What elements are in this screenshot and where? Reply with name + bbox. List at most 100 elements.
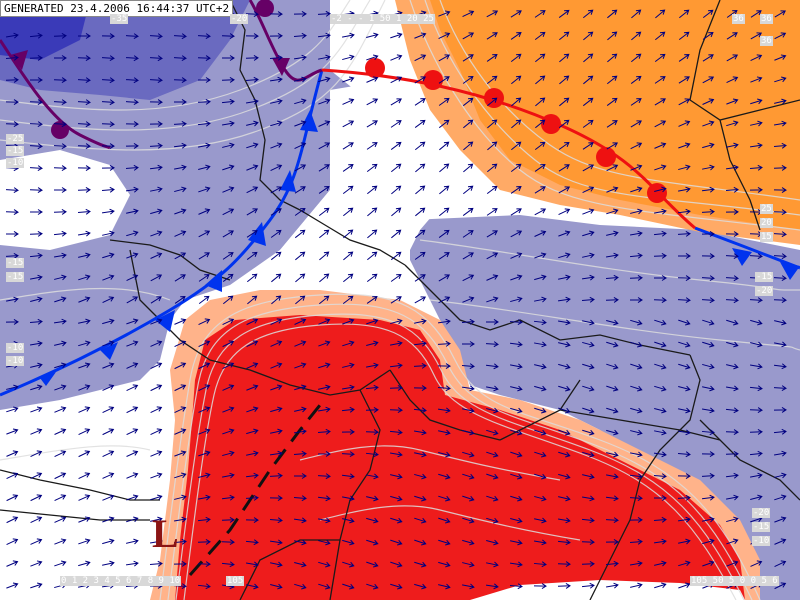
wind-arrow bbox=[174, 164, 187, 171]
wind-arrow bbox=[774, 54, 787, 61]
cool-tongue-south bbox=[470, 580, 745, 600]
wind-arrow bbox=[462, 252, 474, 260]
wind-arrow bbox=[654, 363, 667, 370]
wind-arrow bbox=[749, 450, 763, 457]
wind-arrow bbox=[390, 32, 403, 39]
wind-arrow bbox=[78, 406, 91, 413]
wind-arrow bbox=[101, 55, 115, 62]
wind-arrow bbox=[102, 362, 115, 369]
wind-arrow bbox=[222, 142, 235, 149]
wind-arrow bbox=[702, 319, 715, 326]
contour-label: -10 bbox=[6, 343, 25, 353]
wind-arrow bbox=[725, 472, 739, 479]
wind-arrow bbox=[53, 77, 67, 84]
wind-arrow bbox=[630, 582, 643, 589]
wind-arrow bbox=[174, 494, 187, 501]
wind-arrow bbox=[678, 560, 691, 567]
wind-arrow bbox=[125, 164, 139, 171]
wind-arrow bbox=[462, 296, 475, 303]
wind-arrow bbox=[173, 142, 187, 149]
wind-arrow bbox=[773, 231, 787, 238]
wind-arrow bbox=[750, 341, 763, 348]
wind-arrow bbox=[54, 472, 67, 480]
wind-arrow bbox=[125, 99, 139, 106]
wind-arrow bbox=[582, 495, 595, 502]
wind-arrow bbox=[774, 32, 787, 40]
wind-arrow bbox=[221, 98, 235, 105]
wind-arrow bbox=[269, 33, 283, 39]
wind-arrow bbox=[749, 407, 763, 414]
wind-arrow bbox=[366, 98, 379, 106]
wind-arrow bbox=[654, 582, 667, 589]
wind-arrow bbox=[773, 209, 787, 216]
wind-arrow bbox=[29, 340, 43, 347]
wind-arrow bbox=[150, 406, 163, 414]
wind-arrow bbox=[245, 11, 259, 18]
wind-arrow bbox=[270, 583, 283, 590]
wind-arrow bbox=[390, 473, 403, 480]
wind-arrow bbox=[54, 296, 67, 303]
wind-arrow bbox=[678, 385, 691, 392]
wind-arrow bbox=[222, 273, 234, 282]
wind-arrow bbox=[774, 472, 787, 479]
wind-arrow bbox=[510, 517, 523, 524]
wind-arrow bbox=[678, 98, 691, 106]
wind-arrow bbox=[269, 517, 283, 524]
wind-arrow bbox=[390, 120, 402, 128]
wind-arrow bbox=[702, 560, 715, 567]
wind-arrow bbox=[366, 76, 379, 83]
wind-arrow bbox=[29, 252, 43, 259]
wind-arrow bbox=[389, 384, 403, 391]
wind-arrow bbox=[510, 230, 523, 238]
wind-arrow bbox=[486, 429, 499, 436]
wind-arrow bbox=[245, 494, 259, 501]
wind-arrow bbox=[701, 253, 715, 259]
wind-arrow bbox=[582, 385, 595, 392]
wind-arrow bbox=[246, 583, 259, 590]
wind-arrow bbox=[150, 252, 163, 259]
wind-arrow bbox=[773, 275, 787, 282]
wind-arrow bbox=[701, 297, 715, 304]
wind-arrow bbox=[222, 120, 235, 127]
wind-arrow bbox=[509, 583, 523, 590]
wind-arrow bbox=[366, 340, 379, 347]
wind-arrow bbox=[677, 494, 691, 501]
wind-arrow bbox=[510, 473, 523, 480]
wind-arrow bbox=[294, 229, 306, 239]
wind-arrow bbox=[126, 362, 139, 369]
wind-arrow bbox=[414, 76, 427, 84]
wind-arrow bbox=[54, 560, 67, 567]
wind-arrow bbox=[725, 297, 739, 304]
wind-arrow bbox=[582, 186, 595, 194]
wind-arrow bbox=[126, 208, 139, 215]
wind-arrow bbox=[6, 296, 19, 303]
wind-arrow bbox=[101, 77, 115, 84]
wind-arrow bbox=[510, 274, 523, 281]
wind-arrow bbox=[318, 583, 331, 590]
wind-arrow bbox=[342, 340, 355, 347]
wind-arrow bbox=[437, 385, 451, 392]
wind-arrow bbox=[461, 341, 475, 347]
wind-arrow bbox=[557, 582, 571, 589]
wind-arrow bbox=[605, 539, 619, 545]
wind-arrow bbox=[174, 362, 187, 370]
wind-arrow bbox=[413, 362, 427, 369]
wind-arrow bbox=[773, 385, 787, 392]
wind-arrow bbox=[462, 495, 475, 502]
wind-arrow bbox=[702, 385, 715, 392]
wind-arrow bbox=[510, 407, 523, 414]
wind-arrow bbox=[391, 229, 402, 239]
wind-arrow bbox=[270, 428, 283, 435]
wind-arrow bbox=[533, 319, 547, 326]
wind-arrow bbox=[149, 99, 163, 105]
wind-arrow bbox=[462, 561, 475, 568]
wind-arrow bbox=[221, 539, 235, 545]
wind-arrow bbox=[511, 75, 522, 85]
wind-arrow bbox=[53, 143, 67, 150]
wind-arrow bbox=[630, 142, 643, 150]
wind-arrow bbox=[150, 472, 163, 479]
wind-arrow bbox=[582, 164, 595, 172]
wind-arrow bbox=[438, 583, 451, 590]
cold-airmass-west bbox=[0, 0, 380, 410]
wind-arrow bbox=[246, 186, 259, 194]
